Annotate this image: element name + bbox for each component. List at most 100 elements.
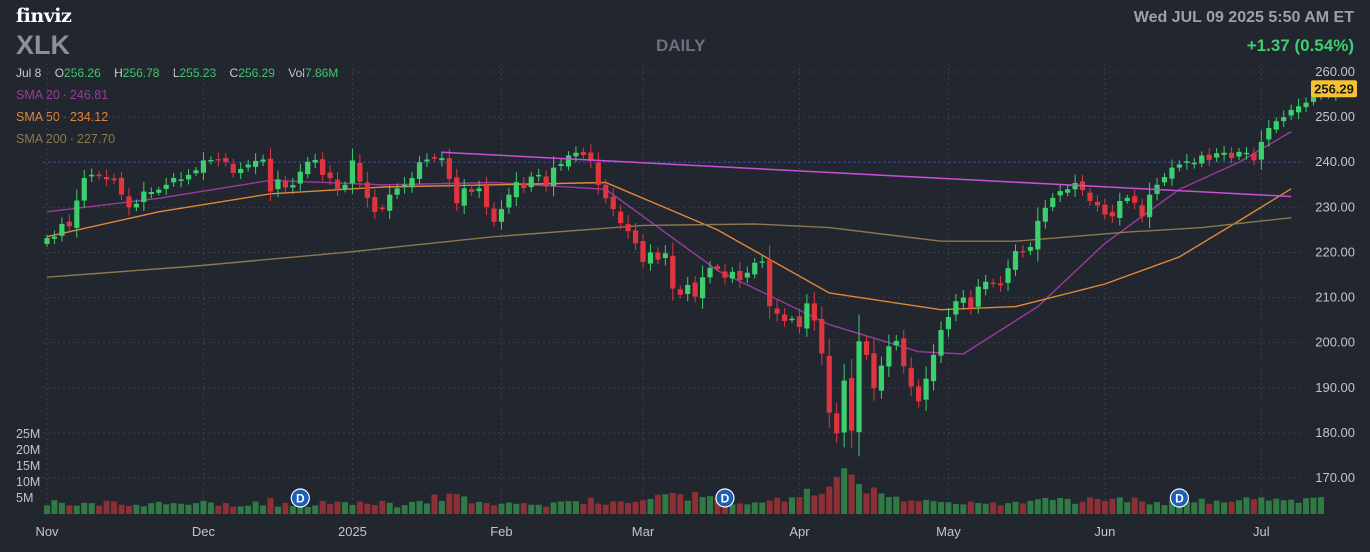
candle-body xyxy=(580,151,586,156)
candle xyxy=(1012,244,1019,276)
candle-body xyxy=(543,176,549,187)
candle xyxy=(260,154,266,167)
sma20-legend[interactable]: SMA 20 · 246.81 xyxy=(16,88,109,102)
candle-body xyxy=(1221,152,1227,155)
dividend-marker[interactable]: D xyxy=(715,488,735,508)
candle-body xyxy=(1012,251,1019,270)
candle-body xyxy=(118,177,125,195)
volume-bar xyxy=(1228,501,1235,514)
candle-body xyxy=(372,197,378,212)
sma-line-sma20 xyxy=(46,130,1292,355)
volume-bar xyxy=(51,500,58,514)
candle xyxy=(1161,172,1168,187)
price-tick-label: 190.00 xyxy=(1315,380,1355,395)
candle xyxy=(804,294,810,337)
candle xyxy=(811,292,817,331)
volume-bar xyxy=(893,496,900,514)
candle-body xyxy=(722,271,728,278)
volume-bar xyxy=(155,501,162,514)
quote-datetime: Wed JUL 09 2025 5:50 AM ET xyxy=(1133,9,1354,26)
candle-body xyxy=(357,162,363,182)
candle xyxy=(275,170,281,197)
volume-tick-label: 5M xyxy=(16,491,33,505)
volume-bar xyxy=(193,503,199,514)
volume-bar xyxy=(550,502,557,514)
candle-body xyxy=(1310,96,1317,102)
candle xyxy=(1266,119,1272,147)
volume-bar xyxy=(677,494,684,514)
candle-body xyxy=(446,158,452,179)
sma200-legend[interactable]: SMA 200 · 227.70 xyxy=(16,132,116,146)
candle-body xyxy=(1296,106,1302,113)
candle-body xyxy=(990,282,996,285)
volume-bar xyxy=(647,498,654,514)
candle-body xyxy=(804,303,810,329)
candle xyxy=(1027,242,1033,256)
volume-bar xyxy=(1191,502,1198,514)
candle xyxy=(543,170,549,192)
volume-bar xyxy=(938,502,944,514)
trendline xyxy=(441,151,1292,198)
volume-bar xyxy=(476,501,483,514)
candle-body xyxy=(655,252,661,260)
candle xyxy=(1228,146,1235,164)
candle-body xyxy=(595,162,601,185)
candle xyxy=(1214,148,1220,163)
volume-bar xyxy=(990,502,997,514)
volume-bar xyxy=(632,501,639,514)
candle-body xyxy=(133,203,139,208)
sma-line-sma200 xyxy=(46,217,1292,278)
date-tick-label: May xyxy=(936,524,961,539)
candle-body xyxy=(789,318,795,321)
candle xyxy=(51,230,58,245)
volume-bar xyxy=(1236,500,1242,514)
finviz-logo[interactable]: finviz xyxy=(16,5,72,27)
last-price-badge: 256.29 xyxy=(1311,80,1357,98)
candle xyxy=(849,358,855,448)
candle xyxy=(707,260,713,284)
candle xyxy=(796,308,803,334)
candle-body xyxy=(878,365,884,391)
volume-bar xyxy=(1168,500,1175,514)
candle-body xyxy=(267,158,274,192)
timeframe-label: DAILY xyxy=(656,36,706,55)
volume-bar xyxy=(1064,498,1071,514)
candle-body xyxy=(74,200,80,228)
candle xyxy=(953,293,959,322)
candle xyxy=(998,276,1004,292)
candle-body xyxy=(863,341,870,355)
candle-body xyxy=(536,174,542,177)
volume-axis: 25M 20M 15M 10M 5M xyxy=(16,427,40,505)
volume-bar xyxy=(513,503,520,514)
candle-body xyxy=(901,338,907,367)
high-label: H xyxy=(114,66,123,80)
candle-body xyxy=(677,289,683,295)
dividend-marker[interactable]: D xyxy=(1169,488,1190,508)
sma200-value: 227.70 xyxy=(76,132,116,146)
candle-body xyxy=(573,152,579,157)
candle xyxy=(379,204,385,212)
volume-bar xyxy=(1049,499,1056,514)
candle-body xyxy=(1132,196,1138,203)
dividend-marker[interactable]: D xyxy=(290,488,310,508)
volume-bar xyxy=(699,497,706,514)
volume-bar xyxy=(178,503,185,514)
volume-bar xyxy=(848,474,855,514)
volume-bar xyxy=(1146,504,1153,514)
volume-bar xyxy=(744,504,751,514)
candle-body xyxy=(498,209,505,222)
candle-body xyxy=(185,174,192,180)
volume-bar xyxy=(81,502,88,514)
candle xyxy=(312,153,318,169)
volume-bar xyxy=(468,503,475,514)
volume-bar xyxy=(729,504,736,514)
last-price-badge-text: 256.29 xyxy=(1314,81,1354,96)
candle xyxy=(208,156,214,165)
candle xyxy=(1124,194,1130,204)
candle xyxy=(394,183,400,200)
candle-body xyxy=(305,161,311,175)
volume-bar xyxy=(528,504,535,514)
last-price-badge-bg xyxy=(1311,80,1357,98)
date-tick-label: Mar xyxy=(632,524,655,539)
